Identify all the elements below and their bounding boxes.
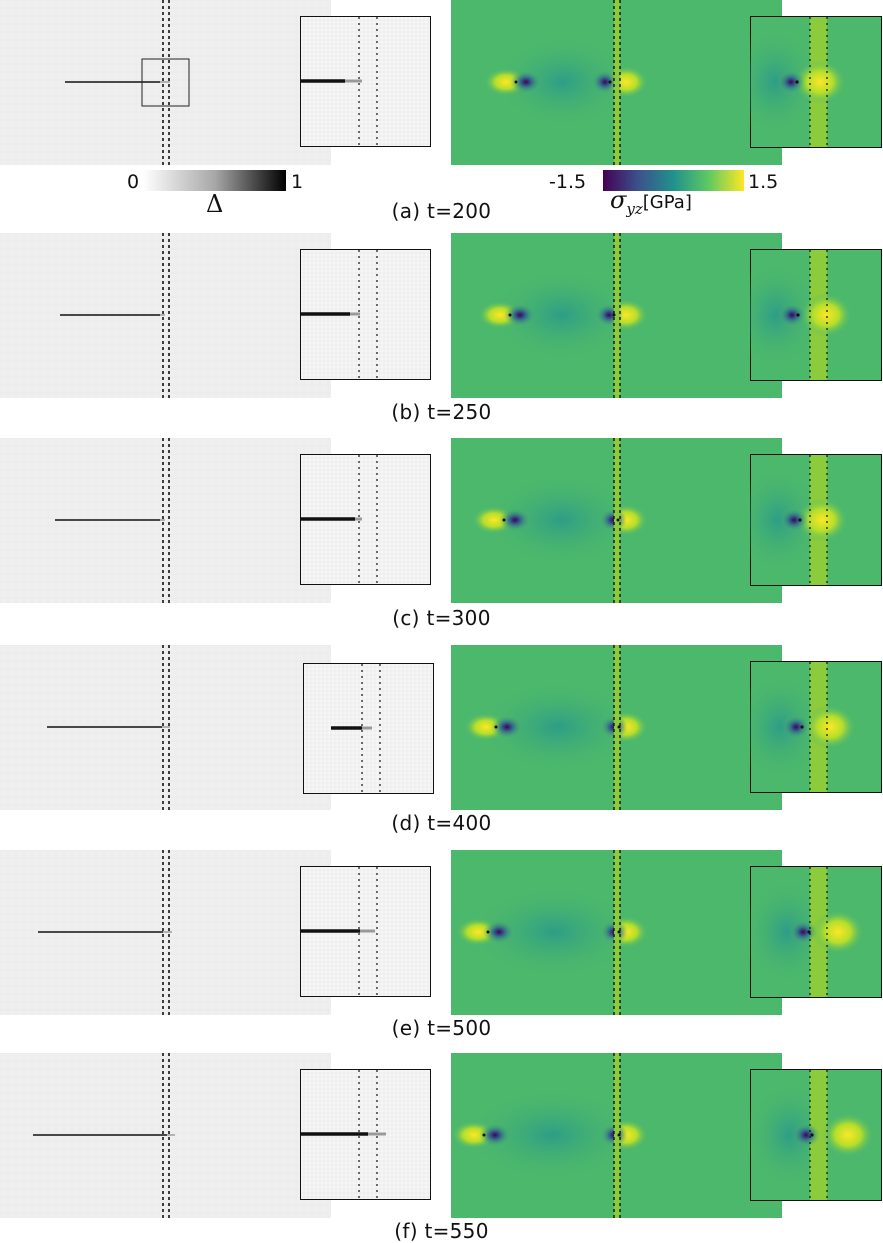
damage-field-panel (0, 850, 331, 1015)
stress-inset (750, 454, 882, 586)
damage-field-panel (0, 645, 331, 810)
damage-inset (300, 1069, 431, 1200)
damage-colorbar-min: 0 (127, 171, 140, 193)
stress-colorbar (603, 170, 744, 191)
damage-field-panel (0, 233, 331, 398)
damage-field-panel (0, 0, 331, 165)
stress-inset (750, 1069, 882, 1201)
stress-colorbar-max: 1.5 (748, 171, 779, 193)
stress-field-panel (451, 438, 782, 603)
panel-caption: (a) t=200 (391, 199, 492, 223)
damage-colorbar-max: 1 (291, 171, 304, 193)
stress-inset (750, 866, 882, 998)
damage-inset (303, 663, 434, 794)
stress-field-panel (451, 645, 782, 810)
panel-caption: (e) t=500 (391, 1016, 492, 1040)
stress-inset (750, 661, 882, 793)
damage-field-panel (0, 1053, 331, 1218)
damage-inset (300, 454, 431, 585)
zoom-region-box (141, 58, 190, 107)
panel-caption: (d) t=400 (391, 811, 492, 835)
stress-field-panel (451, 0, 782, 165)
damage-colorbar (143, 170, 286, 191)
stress-colorbar-symbol: σyz[GPa] (610, 186, 692, 218)
damage-inset (300, 866, 431, 997)
stress-field-panel (451, 1053, 782, 1218)
stress-colorbar-min: -1.5 (549, 171, 587, 193)
stress-inset (750, 249, 882, 381)
damage-inset (300, 16, 431, 147)
stress-field-panel (451, 850, 782, 1015)
damage-field-panel (0, 438, 331, 603)
damage-inset (300, 249, 431, 380)
panel-caption: (b) t=250 (391, 400, 492, 424)
panel-caption: (c) t=300 (392, 606, 491, 630)
damage-colorbar-symbol: Δ (206, 190, 224, 218)
panel-caption: (f) t=550 (394, 1219, 489, 1243)
stress-inset (750, 16, 882, 148)
stress-field-panel (451, 233, 782, 398)
